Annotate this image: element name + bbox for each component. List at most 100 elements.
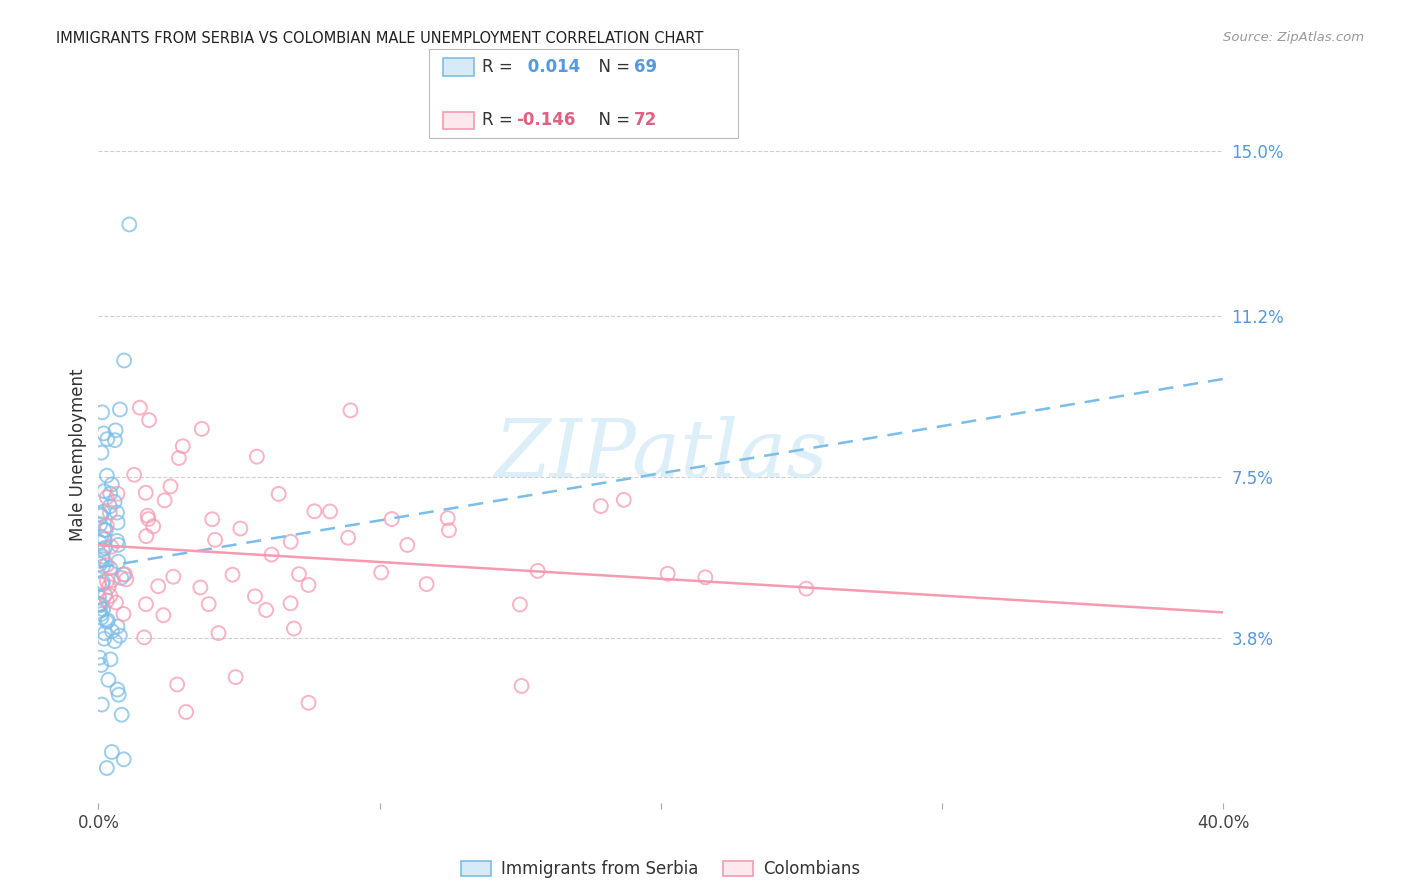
Point xyxy=(509,598,531,612)
Point xyxy=(297,578,319,592)
Point xyxy=(91,574,114,589)
Point xyxy=(370,566,392,580)
Point xyxy=(589,499,612,513)
Point xyxy=(794,582,817,596)
Point xyxy=(105,533,128,548)
Point xyxy=(280,534,302,549)
Point xyxy=(90,698,112,712)
Point xyxy=(101,624,124,639)
Text: ZIPatlas: ZIPatlas xyxy=(494,417,828,493)
Point xyxy=(97,580,120,594)
Point xyxy=(122,467,145,482)
Point xyxy=(135,597,157,611)
Point xyxy=(90,577,112,591)
Point xyxy=(229,522,252,536)
Point xyxy=(128,401,150,415)
Point xyxy=(526,564,548,578)
Point xyxy=(89,557,111,571)
Point xyxy=(254,603,277,617)
Point xyxy=(107,555,129,569)
Point xyxy=(415,577,437,591)
Point xyxy=(510,679,533,693)
Point xyxy=(162,570,184,584)
Point xyxy=(96,432,118,446)
Point xyxy=(108,629,131,643)
Point xyxy=(93,426,115,441)
Point xyxy=(91,552,114,566)
Point xyxy=(221,567,243,582)
Point xyxy=(100,652,122,666)
Point xyxy=(172,439,194,453)
Point xyxy=(107,688,129,702)
Legend: Immigrants from Serbia, Colombians: Immigrants from Serbia, Colombians xyxy=(454,854,868,885)
Point xyxy=(319,504,342,518)
Text: R =: R = xyxy=(482,58,519,76)
Point xyxy=(111,707,134,722)
Point xyxy=(204,533,226,547)
Point xyxy=(112,607,135,621)
Point xyxy=(243,590,266,604)
Text: 72: 72 xyxy=(634,112,658,129)
Point xyxy=(89,517,111,532)
Point xyxy=(93,533,115,547)
Text: Source: ZipAtlas.com: Source: ZipAtlas.com xyxy=(1223,31,1364,45)
Point xyxy=(89,604,111,618)
Point xyxy=(103,495,125,509)
Point xyxy=(613,492,636,507)
Point xyxy=(90,445,112,459)
Point xyxy=(98,506,121,520)
Point xyxy=(260,548,283,562)
Point xyxy=(148,579,170,593)
Point xyxy=(87,590,110,604)
Point xyxy=(288,567,311,582)
Point xyxy=(135,485,157,500)
Point xyxy=(297,696,319,710)
Point xyxy=(267,487,290,501)
Point xyxy=(93,632,115,646)
Point xyxy=(167,450,190,465)
Point xyxy=(91,405,114,419)
Point xyxy=(98,561,121,575)
Point xyxy=(112,353,135,368)
Point xyxy=(107,487,129,501)
Point xyxy=(191,422,214,436)
Point xyxy=(93,484,115,499)
Point xyxy=(657,566,679,581)
Point xyxy=(89,599,111,613)
Point xyxy=(87,597,110,611)
Point xyxy=(283,622,305,636)
Point xyxy=(436,511,458,525)
Point xyxy=(138,413,160,427)
Point xyxy=(246,450,269,464)
Point xyxy=(101,477,124,491)
Point xyxy=(142,519,165,533)
Point xyxy=(101,745,124,759)
Text: -0.146: -0.146 xyxy=(516,112,575,129)
Point xyxy=(96,574,118,588)
Point xyxy=(96,491,118,505)
Point xyxy=(104,595,127,609)
Point xyxy=(153,493,176,508)
Point xyxy=(93,523,115,537)
Point xyxy=(280,596,302,610)
Point xyxy=(110,571,132,585)
Point xyxy=(90,611,112,625)
Point xyxy=(89,535,111,549)
Point xyxy=(118,218,141,232)
Text: N =: N = xyxy=(588,112,636,129)
Point xyxy=(107,538,129,552)
Text: N =: N = xyxy=(588,58,636,76)
Point xyxy=(107,619,129,633)
Point xyxy=(90,658,112,673)
Point xyxy=(100,574,122,588)
Point xyxy=(89,507,111,521)
Point xyxy=(134,631,156,645)
Point xyxy=(96,518,118,533)
Point xyxy=(197,597,219,611)
Point xyxy=(166,677,188,691)
Point xyxy=(97,614,120,628)
Point xyxy=(93,626,115,640)
Point xyxy=(115,573,138,587)
Point xyxy=(136,508,159,523)
Point xyxy=(90,508,112,523)
